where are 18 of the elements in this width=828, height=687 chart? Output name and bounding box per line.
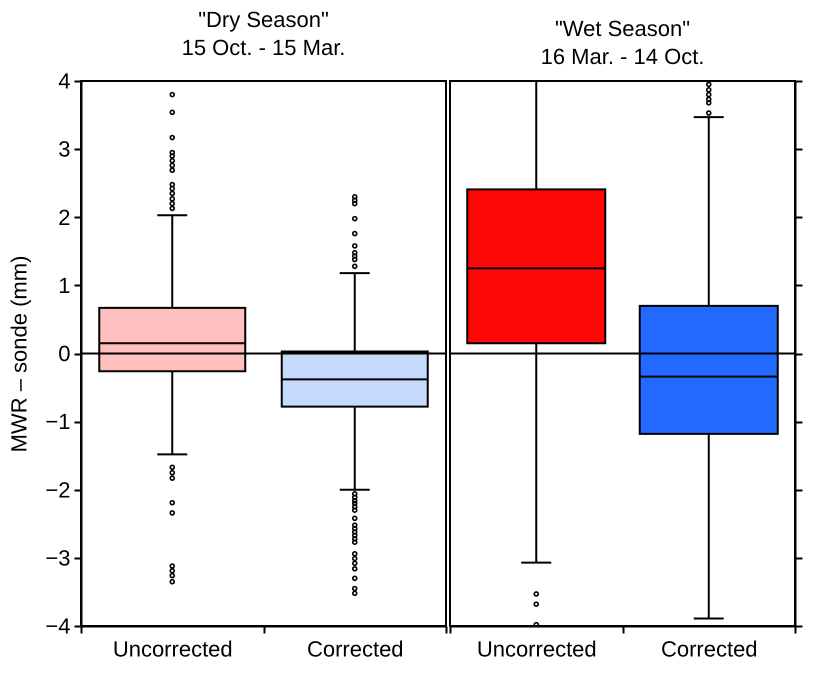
x-tick-label: Corrected [660,636,758,662]
y-tick-label: 1 [58,272,70,298]
y-tick-label: −4 [45,614,70,638]
y-axis-title: MWR – sonde (mm) [6,256,32,452]
chart-title: "Wet Season" [554,16,690,42]
y-tick-label: −3 [45,545,70,570]
y-tick-label: 0 [58,341,70,366]
chart-subtitle: 16 Mar. - 14 Oct. [540,44,704,70]
x-tick-label: Uncorrected [112,636,233,662]
x-tick-label: Corrected [306,636,404,662]
x-tick-label: Uncorrected [476,636,597,662]
y-tick-label: 4 [58,68,70,94]
chart-subtitle: 15 Oct. - 15 Mar. [182,35,346,60]
y-tick-label: −1 [45,409,70,434]
y-tick-label: 3 [58,136,70,162]
y-tick-label: −2 [45,477,70,502]
y-tick-label: 2 [58,204,70,230]
chart-title: "Dry Season" [198,7,329,32]
